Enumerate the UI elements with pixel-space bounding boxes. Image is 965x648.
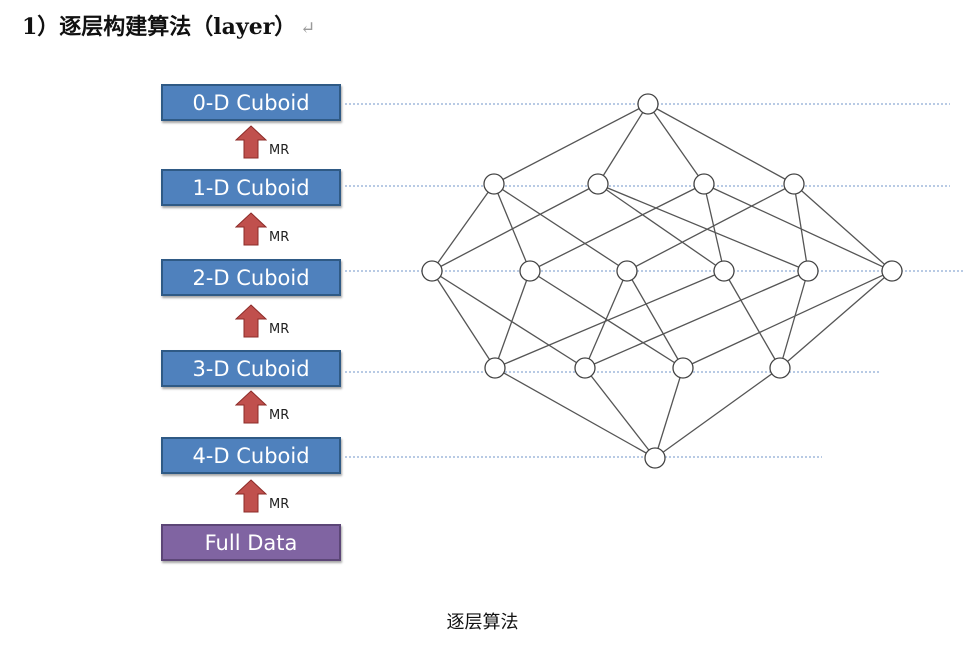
lattice-node (672, 357, 694, 379)
full-data-box: Full Data (161, 524, 341, 561)
lattice-edge (654, 367, 684, 459)
lattice-edge (723, 270, 781, 369)
lattice-edge (493, 103, 649, 185)
lattice-edge (494, 270, 531, 369)
lattice-edge (494, 367, 656, 459)
lattice-node (713, 260, 735, 282)
up-arrow-icon (235, 479, 267, 513)
lattice-node (797, 260, 819, 282)
lattice-edge (793, 183, 893, 272)
figure-caption: 逐层算法 (446, 612, 519, 633)
cuboid-box-3d: 3-D Cuboid (161, 350, 341, 387)
lattice-edge (493, 183, 531, 272)
up-arrow-icon (235, 304, 267, 338)
lattice-edge (494, 270, 725, 369)
lattice-node (483, 173, 505, 195)
return-mark: ↵ (300, 18, 316, 39)
mr-label: MR (269, 497, 290, 512)
lattice-edge (654, 367, 781, 459)
lattice-edge (779, 270, 893, 369)
lattice-node (484, 357, 506, 379)
cuboid-box-1d: 1-D Cuboid (161, 169, 341, 206)
lattice-edge (597, 103, 649, 185)
lattice-node (574, 357, 596, 379)
lattice-node (637, 93, 659, 115)
lattice-edge (597, 183, 809, 272)
lattice-edge (647, 103, 705, 185)
lattice-node (587, 173, 609, 195)
up-arrow-icon (235, 125, 267, 159)
mr-label: MR (269, 230, 290, 245)
lattice-node (644, 447, 666, 469)
lattice-edge (431, 270, 586, 369)
lattice-edge (703, 183, 725, 272)
cuboid-box-0d: 0-D Cuboid (161, 84, 341, 121)
cuboid-lattice (345, 93, 965, 469)
lattice-node (783, 173, 805, 195)
lattice-node (519, 260, 541, 282)
lattice-edge (431, 183, 495, 272)
heading-text: 1）逐层构建算法（layer） (22, 14, 297, 40)
lattice-edge (431, 270, 496, 369)
up-arrow-icon (235, 212, 267, 246)
lattice-edge (584, 270, 809, 369)
lattice-edge (529, 183, 705, 272)
lattice-edge (779, 270, 809, 369)
lattice-edge (647, 103, 795, 185)
lattice-node (769, 357, 791, 379)
mr-label: MR (269, 408, 290, 423)
section-heading: 1）逐层构建算法（layer） ↵ (22, 9, 315, 41)
lattice-edge (431, 183, 599, 272)
up-arrow-icon (235, 390, 267, 424)
lattice-node (421, 260, 443, 282)
cuboid-box-2d: 2-D Cuboid (161, 259, 341, 296)
lattice-edge (493, 183, 628, 272)
lattice-node (693, 173, 715, 195)
lattice-edge (597, 183, 725, 272)
lattice-edge (682, 270, 893, 369)
lattice-edge (793, 183, 809, 272)
lattice-node (616, 260, 638, 282)
cuboid-box-4d: 4-D Cuboid (161, 437, 341, 474)
mr-label: MR (269, 322, 290, 337)
lattice-edge (626, 183, 795, 272)
lattice-edge (626, 270, 684, 369)
lattice-edge (584, 367, 656, 459)
lattice-edge (703, 183, 893, 272)
lattice-node (881, 260, 903, 282)
lattice-edge (584, 270, 628, 369)
mr-label: MR (269, 143, 290, 158)
